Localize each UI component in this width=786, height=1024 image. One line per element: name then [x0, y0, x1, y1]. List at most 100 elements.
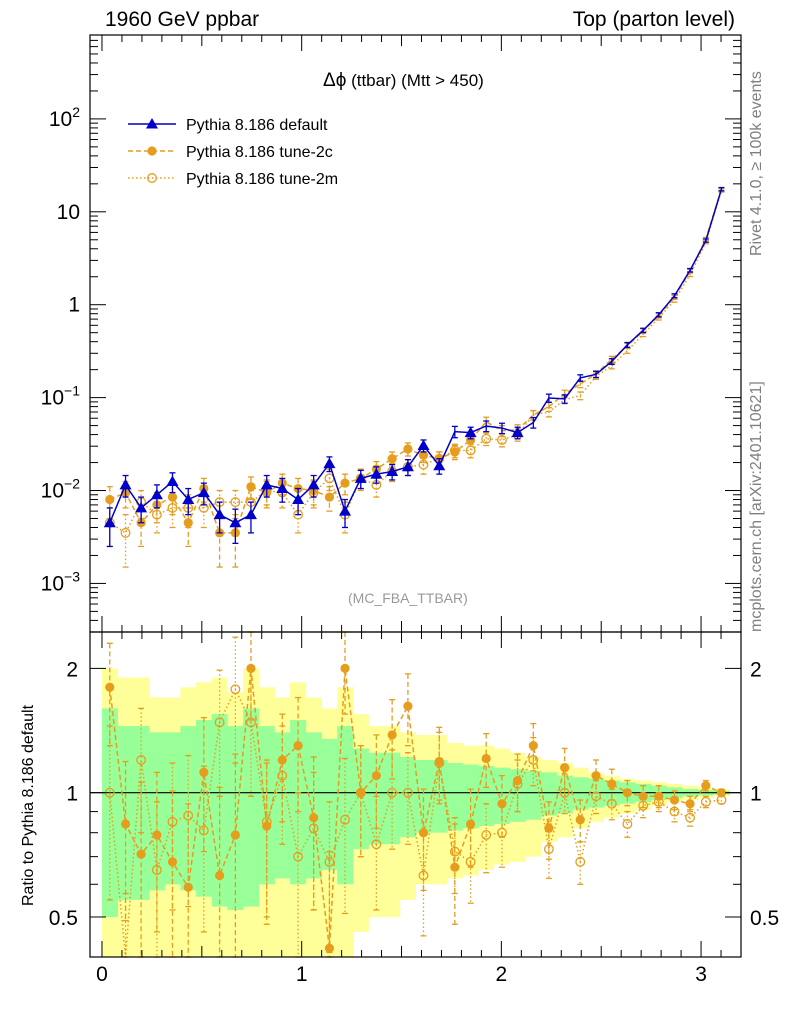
legend-marker: [147, 146, 157, 156]
ratio-bands: [101, 668, 730, 957]
ratio-tune2c-point: [277, 755, 287, 765]
collision-label: 1960 GeV ppbar: [105, 8, 260, 31]
main-default-point: [244, 508, 257, 520]
ratio-tune2c-point: [669, 795, 680, 805]
main-y-tick-label: 10−1: [41, 383, 81, 410]
ratio-tune2c-point: [371, 770, 381, 781]
ratio-tune2c-point: [230, 830, 240, 840]
ratio-tune2c-point: [528, 741, 538, 751]
main-tune2c-point: [418, 450, 429, 460]
main-default-point: [417, 439, 430, 451]
ratio-y-tick-label-left: 1: [66, 783, 78, 806]
main-tune2m-series: [104, 188, 725, 568]
ratio-band-1sigma: [101, 708, 118, 917]
main-default-point: [292, 493, 305, 505]
ratio-tune2m-point: [622, 819, 633, 829]
ratio-tune2m-point: [340, 814, 350, 825]
main-tune2c-point: [466, 435, 476, 445]
main-default-point: [260, 478, 273, 490]
main-default-point: [276, 482, 289, 494]
ratio-tune2c-point: [340, 663, 350, 673]
ratio-tune2m-point: [685, 812, 696, 823]
main-tune2c-point: [450, 447, 460, 457]
ratio-tune2m-point: [449, 846, 460, 857]
main-default-point: [339, 505, 352, 516]
ratio-tune2c-point: [622, 788, 632, 798]
ratio-plot-frame: [89, 631, 742, 958]
ratio-band-1sigma: [447, 763, 463, 831]
ratio-tune2m-point: [293, 851, 304, 862]
main-tune2c-point: [387, 454, 397, 464]
ratio-tune2c-point: [591, 770, 601, 781]
ratio-tune2c-point: [654, 791, 664, 801]
legend-item: Pythia 8.186 default: [128, 117, 328, 134]
main-tune2c-point: [340, 478, 350, 488]
ratio-tune2c-point: [105, 682, 115, 692]
main-default-point: [354, 472, 367, 483]
ratio-tune2c-point: [497, 799, 507, 809]
ratio-tune2c-point: [387, 730, 397, 740]
main-tune2m-point: [230, 497, 241, 508]
main-tune2m-point: [481, 433, 492, 444]
ratio-tune2m-point: [700, 796, 711, 807]
ratio-tune2m-point: [559, 787, 570, 798]
ratio-tune2c-point: [450, 862, 460, 872]
mcplots-label: mcplots.cern.ch [arXiv:2401.10621]: [748, 381, 765, 632]
ratio-tune2c-point: [120, 819, 131, 829]
main-default-point: [197, 486, 210, 498]
main-tune2c-point: [246, 482, 256, 492]
ratio-tune2c-point: [309, 813, 319, 823]
ratio-tune2c-point: [466, 819, 476, 829]
main-tune2m-point: [120, 527, 131, 538]
main-y-tick-label: 1: [68, 294, 80, 317]
process-label: Top (parton level): [572, 8, 735, 31]
ratio-tune2c-point: [685, 799, 695, 809]
ratio-tune2m-point: [387, 787, 398, 798]
ratio-band-1sigma: [462, 764, 479, 829]
x-tick-label: 3: [695, 963, 707, 986]
ratio-band-1sigma: [541, 772, 558, 816]
main-default-point: [307, 478, 320, 490]
main-tune2m-line: [109, 190, 723, 534]
rivet-version-label: Rivet 4.1.0, ≥ 100k events: [748, 71, 765, 256]
main-default-point: [150, 488, 163, 500]
legend-item: Pythia 8.186 tune-2m: [128, 171, 338, 188]
ratio-tune2m-point: [230, 684, 241, 695]
ratio-tune2c-line: [109, 668, 722, 949]
main-default-point: [401, 460, 414, 472]
legend-label: Pythia 8.186 tune-2c: [186, 144, 333, 161]
main-default-point: [182, 493, 195, 505]
legend-label: Pythia 8.186 default: [186, 117, 328, 134]
ratio-band-1sigma: [478, 766, 495, 827]
ratio-tune2c-point: [716, 788, 727, 798]
main-tune2c-point: [324, 492, 335, 502]
main-default-point: [511, 426, 524, 438]
ratio-tune2m-point: [575, 856, 586, 867]
plot-title-text: (ttbar) (Mtt > 450): [351, 71, 484, 90]
main-default-series: [103, 186, 725, 548]
ratio-tune2c-point: [246, 663, 256, 673]
ratio-tune2c-point: [136, 849, 146, 859]
ratio-tune2m-point: [151, 864, 162, 875]
legend-label: Pythia 8.186 tune-2m: [186, 171, 338, 188]
main-default-point: [323, 457, 336, 469]
ratio-tune2c-point: [403, 701, 413, 711]
main-tune2c-point: [403, 444, 413, 454]
ratio-tune2m-point: [371, 839, 382, 850]
ratio-tune2c-point: [544, 823, 554, 833]
main-tune2c-point: [167, 492, 178, 502]
main-y-tick-label: 102: [49, 104, 80, 131]
x-tick-label: 1: [296, 963, 308, 986]
ratio-tune2c-point: [481, 753, 491, 764]
x-tick-label: 2: [496, 963, 508, 986]
ratio-band-1sigma: [525, 770, 542, 820]
ratio-tune2c-point: [215, 870, 225, 881]
ratio-band-1sigma: [368, 752, 385, 845]
main-default-point: [135, 501, 148, 513]
ratio-tune2c-point: [607, 779, 617, 789]
main-tune2c-series: [105, 186, 725, 568]
main-default-point: [119, 478, 132, 490]
main-y-tick-label: 10: [57, 201, 80, 224]
ratio-tune2c-point: [293, 741, 303, 751]
main-default-point: [370, 468, 383, 479]
